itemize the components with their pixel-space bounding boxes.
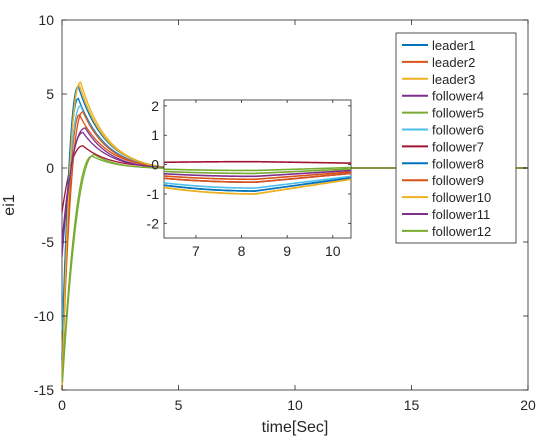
legend-item-leader2: leader2 — [402, 55, 475, 70]
inset-y-tick-label: -2 — [147, 215, 160, 231]
legend-label: leader3 — [432, 72, 475, 87]
x-tick-label: 5 — [175, 397, 183, 413]
inset-x-tick-label: 8 — [238, 243, 246, 259]
inset-ticks: 7 8 9 10 -2 -1 0 1 2 — [147, 98, 351, 259]
legend-item-follower12: follower12 — [402, 224, 491, 239]
legend-item-follower4: follower4 — [402, 89, 484, 104]
y-tick-label: 0 — [46, 160, 54, 176]
legend-item-follower5: follower5 — [402, 106, 484, 121]
y-tick-label: 10 — [38, 12, 54, 28]
legend-label: follower8 — [432, 156, 484, 171]
legend-items: leader1 leader2 leader3 follower4 follower5 f… — [402, 38, 491, 239]
inset-series-lines — [164, 160, 351, 195]
y-tick-label: -10 — [34, 308, 54, 324]
inset-series-line-follower11 — [164, 169, 351, 178]
inset-series-line-follower7 — [164, 160, 351, 164]
legend-label: follower9 — [432, 173, 484, 188]
inset-series-line-follower8 — [164, 177, 351, 192]
inset-series-line-follower6 — [164, 175, 351, 189]
x-tick-label: 20 — [520, 397, 536, 413]
x-tick-label: 0 — [58, 397, 66, 413]
legend-item-leader1: leader1 — [402, 38, 475, 53]
x-tick-label: 10 — [287, 397, 303, 413]
legend-label: follower4 — [432, 89, 484, 104]
legend-label: follower6 — [432, 123, 484, 138]
x-tick-label: 15 — [404, 397, 420, 413]
y-axis-label: ei1 — [1, 194, 18, 215]
legend-label: follower7 — [432, 139, 484, 154]
inset-x-tick-label: 9 — [283, 243, 291, 259]
inset-axes: 7 8 9 10 -2 -1 0 1 2 — [147, 98, 352, 259]
inset-series-line-follower5 — [164, 168, 351, 175]
inset-y-tick-label: 1 — [151, 127, 159, 143]
y-tick-label: 5 — [46, 86, 54, 102]
inset-series-line-leader2 — [164, 171, 351, 181]
legend-label: follower5 — [432, 106, 484, 121]
legend-label: follower11 — [432, 207, 490, 222]
legend-item-follower8: follower8 — [402, 156, 484, 171]
inset-series-line-follower10 — [164, 178, 351, 195]
inset-x-tick-label: 10 — [325, 243, 341, 259]
legend-item-follower10: follower10 — [402, 190, 491, 205]
x-axis-label: time[Sec] — [262, 419, 329, 436]
inset-y-tick-label: -1 — [147, 186, 160, 202]
legend-item-follower7: follower7 — [402, 139, 484, 154]
inset-series-line-follower12 — [164, 166, 351, 172]
legend-label: follower10 — [432, 190, 491, 205]
legend-item-follower11: follower11 — [402, 207, 490, 222]
legend-label: follower12 — [432, 224, 491, 239]
y-tick-label: -15 — [34, 382, 54, 398]
y-tick-label: -5 — [42, 234, 55, 250]
legend-item-follower9: follower9 — [402, 173, 484, 188]
inset-y-tick-label: 0 — [151, 157, 159, 173]
inset-series-line-follower9 — [164, 172, 351, 184]
legend-box — [395, 32, 517, 244]
legend-label: leader1 — [432, 38, 475, 53]
legend-label: leader2 — [432, 55, 475, 70]
legend-item-follower6: follower6 — [402, 123, 484, 138]
legend: leader1 leader2 leader3 follower4 follower5 f… — [395, 32, 517, 244]
legend-item-leader3: leader3 — [402, 72, 475, 87]
inset-y-tick-label: 2 — [151, 98, 159, 114]
inset-x-tick-label: 7 — [192, 243, 200, 259]
